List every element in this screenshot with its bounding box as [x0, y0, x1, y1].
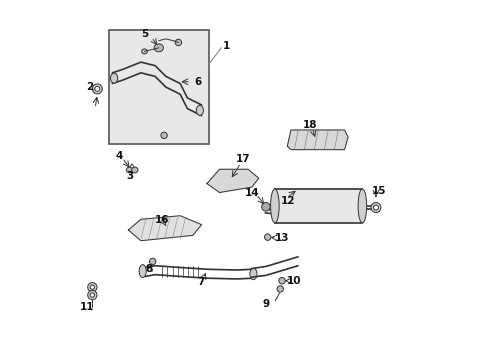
Ellipse shape [175, 39, 181, 46]
Ellipse shape [261, 203, 270, 211]
Text: 18: 18 [303, 120, 317, 130]
Ellipse shape [126, 167, 132, 173]
Text: 3: 3 [125, 171, 133, 181]
Text: 7: 7 [197, 277, 204, 287]
Text: 5: 5 [141, 28, 148, 39]
Ellipse shape [149, 258, 156, 265]
Text: 15: 15 [371, 186, 386, 196]
Ellipse shape [131, 167, 138, 173]
Ellipse shape [278, 278, 285, 284]
Text: 2: 2 [86, 82, 94, 92]
Text: 8: 8 [145, 264, 152, 274]
Ellipse shape [154, 44, 163, 52]
Polygon shape [206, 169, 258, 193]
Bar [108, 30, 208, 144]
Text: 6: 6 [194, 77, 201, 87]
Polygon shape [128, 216, 201, 241]
Ellipse shape [270, 189, 279, 223]
Ellipse shape [95, 86, 100, 91]
Ellipse shape [92, 84, 102, 94]
Ellipse shape [142, 49, 147, 54]
Ellipse shape [370, 203, 380, 212]
Ellipse shape [276, 286, 283, 292]
Ellipse shape [90, 285, 94, 289]
Ellipse shape [90, 293, 94, 297]
Ellipse shape [110, 73, 118, 83]
Text: 14: 14 [244, 188, 259, 198]
Text: 12: 12 [280, 196, 295, 206]
Text: 4: 4 [115, 152, 122, 161]
Text: 17: 17 [235, 154, 249, 164]
Text: 13: 13 [274, 233, 288, 243]
Ellipse shape [87, 283, 97, 292]
Text: 16: 16 [154, 215, 168, 225]
Text: 9: 9 [262, 299, 269, 309]
Text: 1: 1 [223, 41, 230, 51]
Ellipse shape [357, 189, 366, 223]
Ellipse shape [264, 234, 270, 240]
Polygon shape [287, 130, 347, 150]
Ellipse shape [87, 291, 97, 300]
Ellipse shape [249, 268, 257, 280]
Text: 11: 11 [80, 302, 94, 312]
Ellipse shape [161, 132, 167, 139]
Ellipse shape [373, 205, 378, 210]
Bar [274, 189, 362, 223]
Ellipse shape [139, 265, 146, 278]
Ellipse shape [196, 105, 203, 115]
Text: 10: 10 [286, 276, 301, 286]
